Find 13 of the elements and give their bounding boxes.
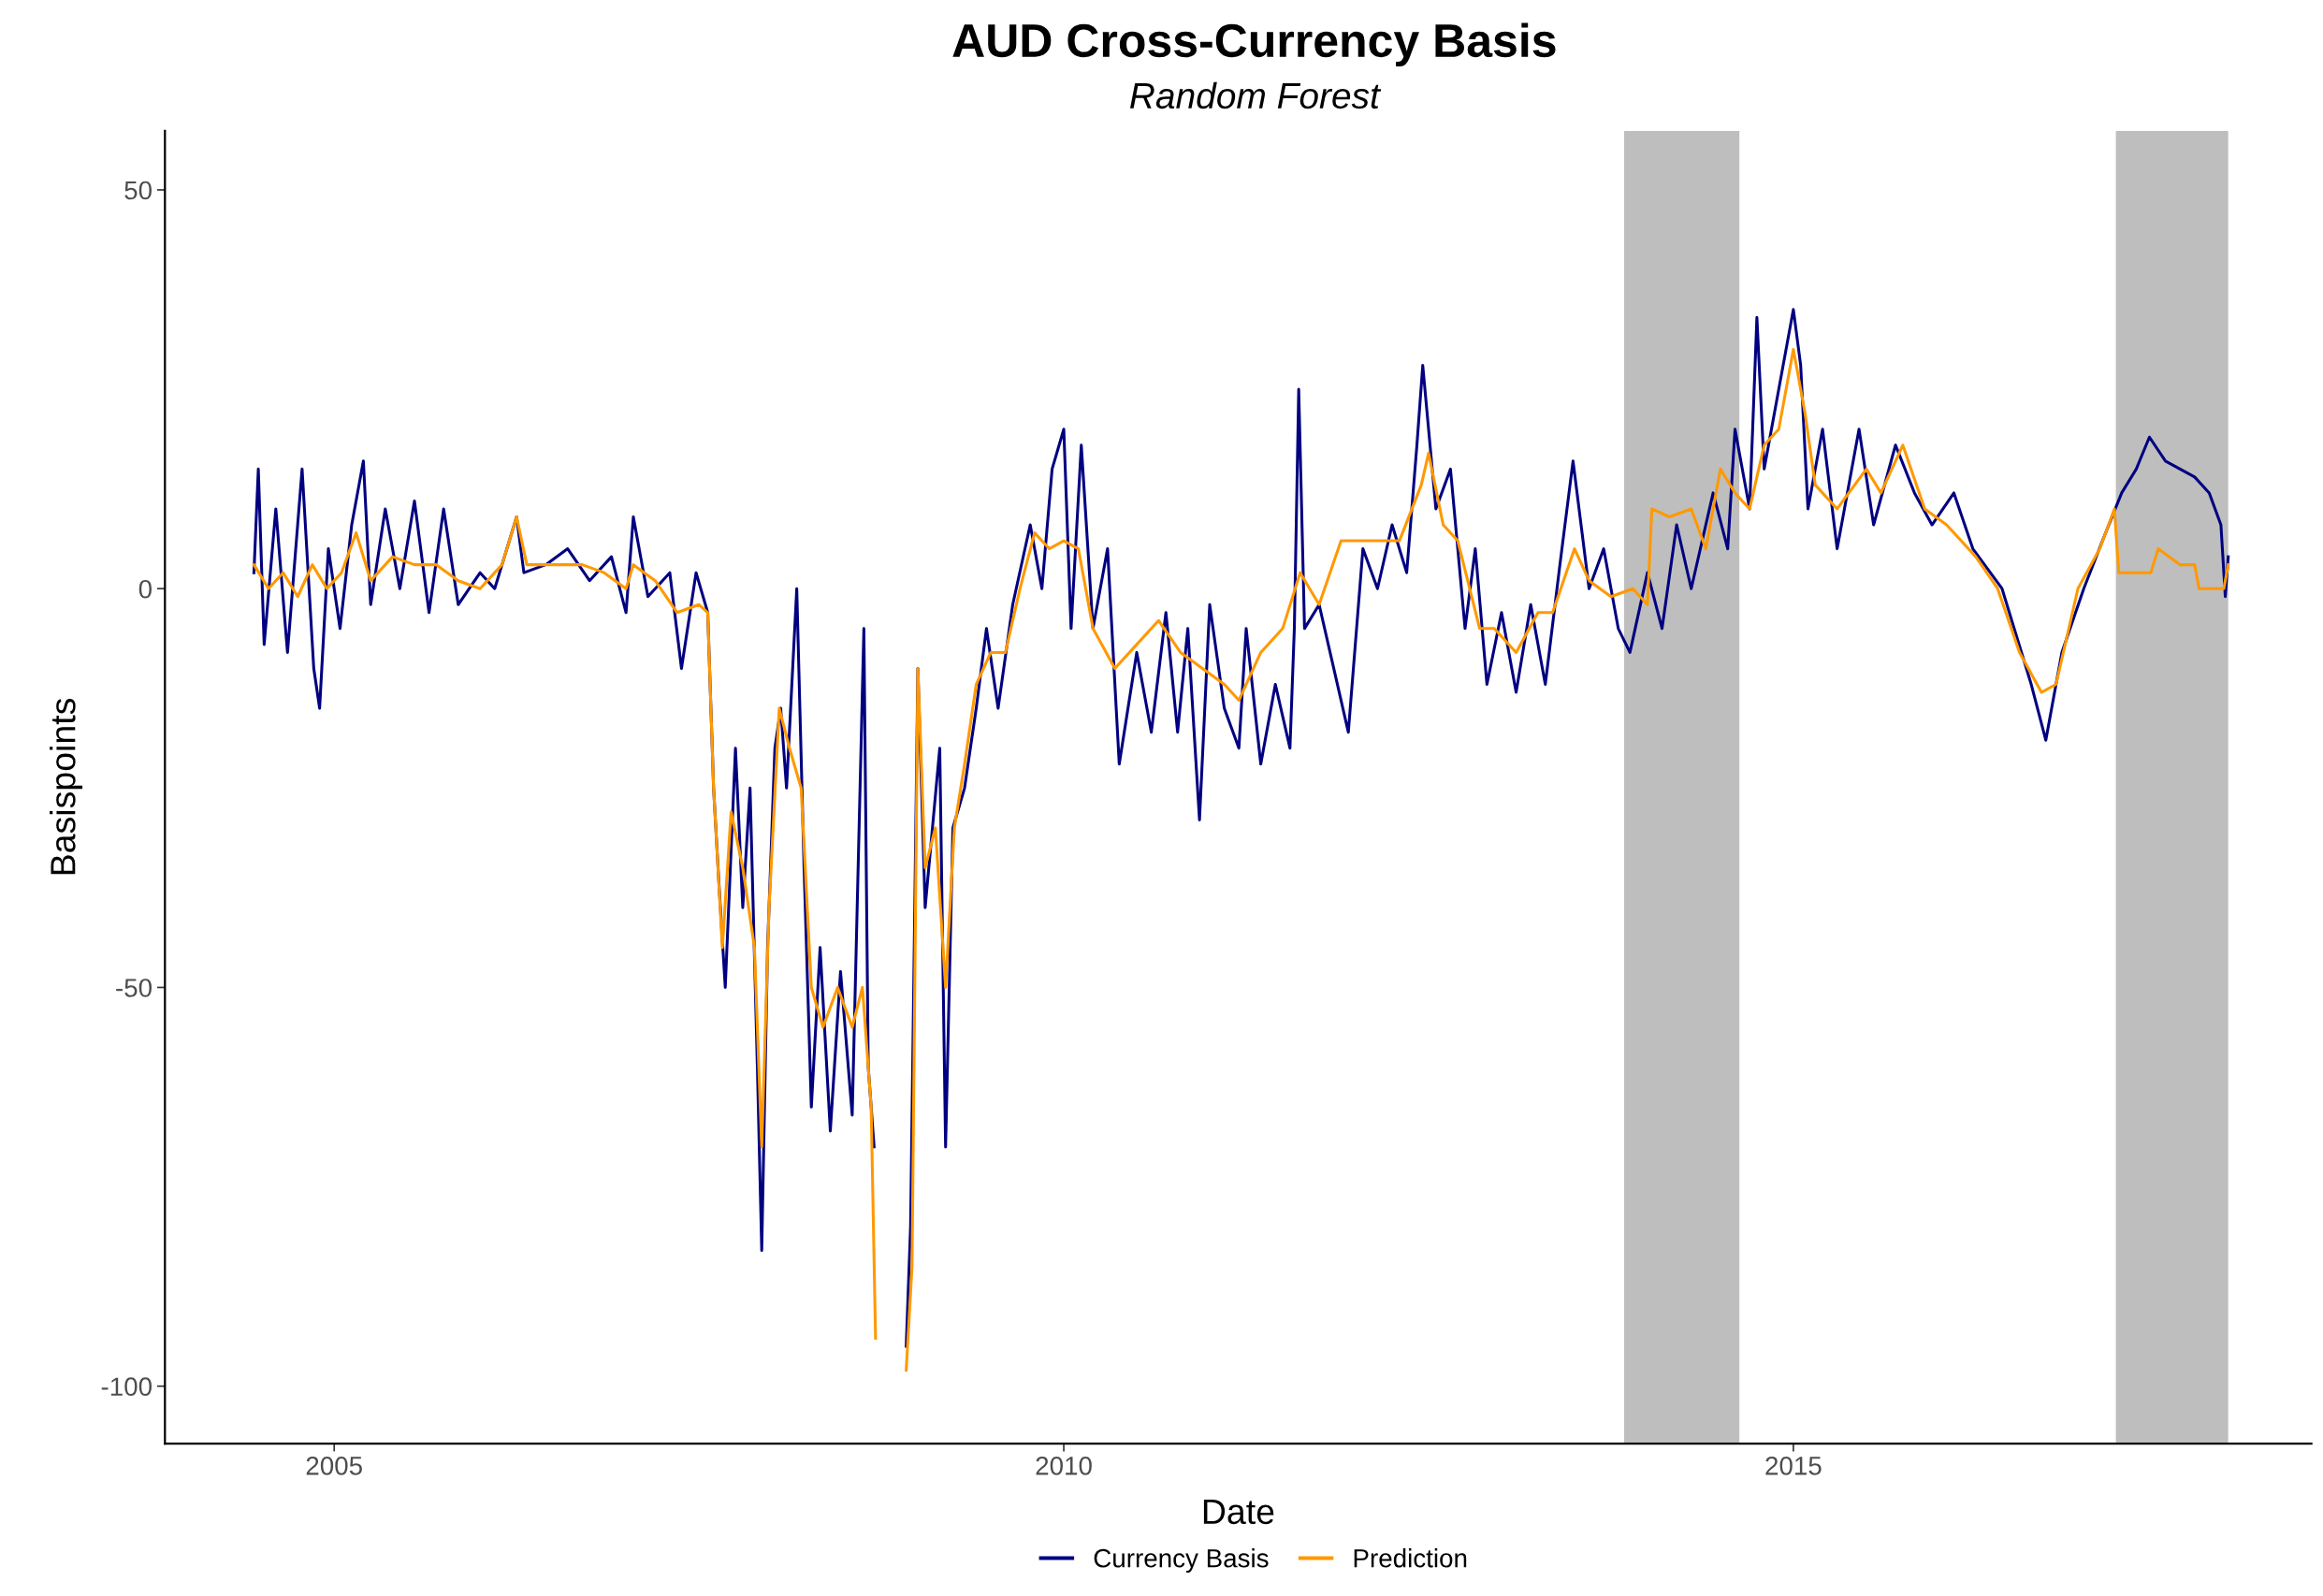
y-tick-label: -50 <box>116 979 152 997</box>
y-tick-label: 50 <box>124 181 152 200</box>
x-tick-label: 2005 <box>306 1457 362 1475</box>
chart-subtitle: Random Forest <box>1130 81 1382 109</box>
y-tick-label: 0 <box>138 579 152 599</box>
x-tick-label: 2010 <box>1036 1457 1092 1475</box>
x-axis-title: Date <box>1203 1499 1274 1525</box>
legend-label: Prediction <box>1354 1548 1467 1568</box>
y-tick-label: -100 <box>101 1377 152 1397</box>
x-tick-label: 2015 <box>1765 1457 1822 1475</box>
legend-label: Currency Basis <box>1094 1548 1269 1573</box>
chart-title: AUD Cross-Currency Basis <box>952 22 1556 67</box>
y-axis-title: Basispoints <box>50 698 83 875</box>
